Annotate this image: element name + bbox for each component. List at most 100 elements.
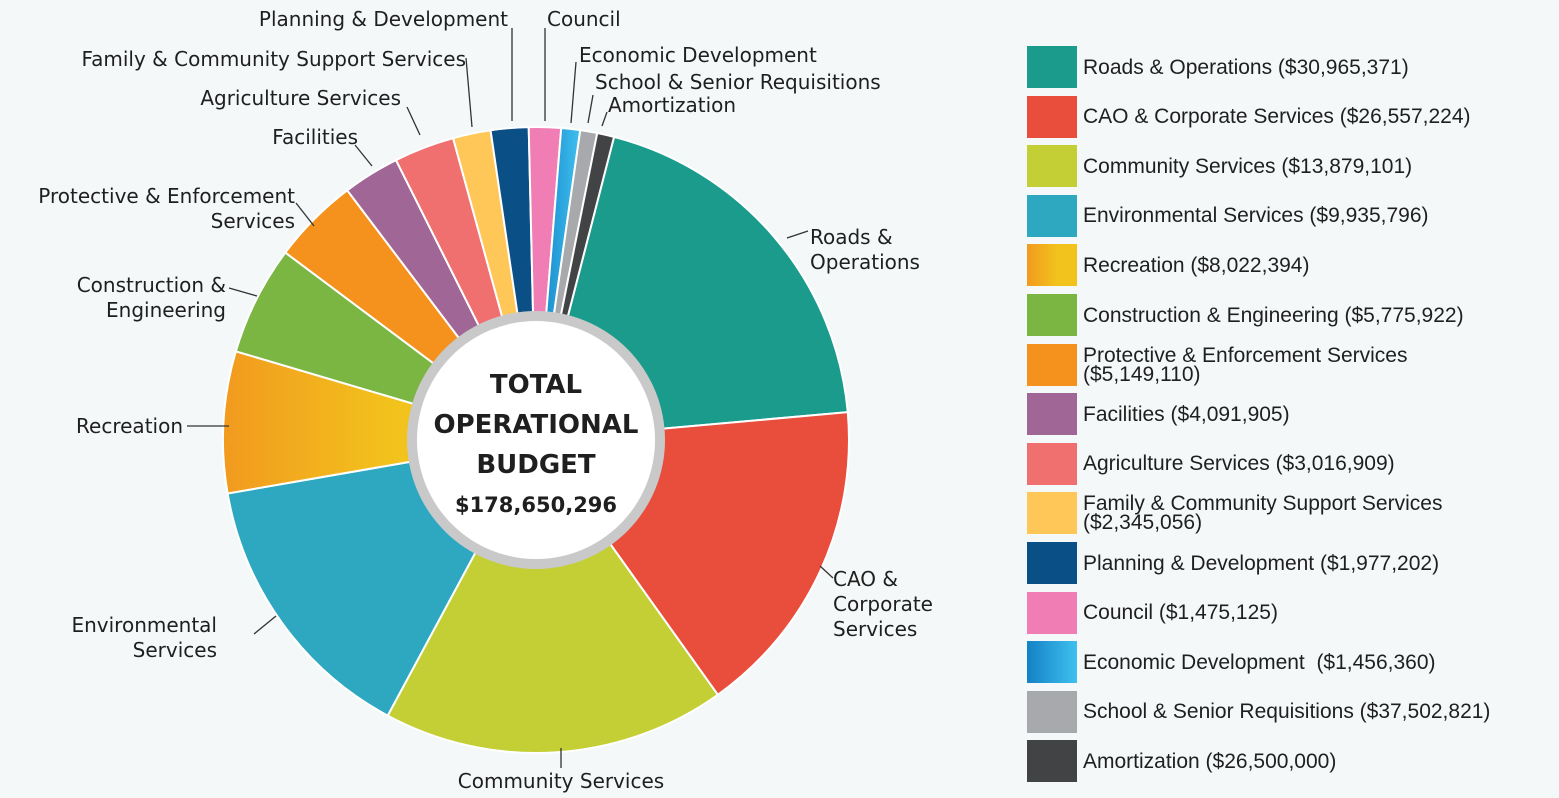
- legend-swatch: [1027, 95, 1077, 138]
- legend-label: Community Services ($13,879,101): [1083, 154, 1413, 178]
- slice-label-line: Planning & Development: [259, 7, 508, 31]
- slice-label-family-and-community-support-services: Family & Community Support Services: [81, 47, 466, 71]
- legend-label: School & Senior Requisitions ($37,502,82…: [1083, 700, 1491, 724]
- legend-swatch: [1027, 145, 1077, 188]
- slice-label-economic-development: Economic Development: [579, 43, 817, 67]
- slice-label-school-and-senior-requisitions: School & Senior Requisitions: [595, 70, 881, 94]
- leader-amortization: [601, 111, 608, 127]
- legend-swatch: [1027, 442, 1077, 485]
- slice-label-line: Operations: [810, 250, 920, 274]
- slice-label-line: Amortization: [608, 93, 736, 117]
- legend-label: Recreation ($8,022,394): [1083, 253, 1310, 277]
- legend-item-community-services: Community Services ($13,879,101): [1027, 145, 1547, 188]
- slice-label-line: Engineering: [106, 298, 226, 322]
- slice-label-facilities: Facilities: [272, 125, 358, 149]
- legend-item-school-and-senior-requisitions: School & Senior Requisitions ($37,502,82…: [1027, 690, 1547, 733]
- leader-protective-and-enforcement-services: [295, 202, 315, 227]
- slice-label-line: CAO &: [833, 567, 898, 591]
- legend-swatch: [1027, 690, 1077, 733]
- leader-roads-and-operations: [786, 230, 809, 239]
- center-badge: TOTAL OPERATIONAL BUDGET $178,650,296: [407, 311, 665, 569]
- slice-label-agriculture-services: Agriculture Services: [200, 86, 401, 110]
- slice-label-line: Services: [211, 209, 295, 233]
- slice-label-community-services: Community Services: [458, 769, 664, 793]
- legend-swatch: [1027, 343, 1077, 386]
- slice-label-line: Services: [833, 617, 917, 641]
- slice-label-line: Roads &: [810, 225, 893, 249]
- legend-item-facilities: Facilities ($4,091,905): [1027, 393, 1547, 436]
- legend-label: Protective & Enforcement Services ($5,14…: [1083, 343, 1408, 386]
- legend-label: Council ($1,475,125): [1083, 601, 1278, 625]
- legend-swatch: [1027, 46, 1077, 88]
- legend-label: Construction & Engineering ($5,775,922): [1083, 303, 1464, 327]
- legend-label: Amortization ($26,500,000): [1083, 749, 1337, 773]
- leader-family-and-community-support-services: [465, 57, 473, 128]
- slice-label-construction-and-engineering: Construction & Engineering: [77, 273, 226, 322]
- center-total-amount: $178,650,296: [455, 493, 617, 517]
- slice-label-roads-and-operations: Roads & Operations: [810, 225, 920, 274]
- slice-label-line: Services: [133, 638, 217, 662]
- slice-label-line: Recreation: [76, 414, 183, 438]
- legend-item-roads-and-operations: Roads & Operations ($30,965,371): [1027, 46, 1547, 88]
- slice-label-recreation: Recreation: [76, 414, 183, 438]
- legend-item-construction-and-engineering: Construction & Engineering ($5,775,922): [1027, 294, 1547, 336]
- slice-label-line: Economic Development: [579, 43, 817, 67]
- legend-swatch: [1027, 393, 1077, 436]
- center-title-line-2: OPERATIONAL: [433, 410, 638, 440]
- slice-label-line: Family & Community Support Services: [81, 47, 466, 71]
- legend-swatch: [1027, 740, 1077, 783]
- slice-label-cao-and-corporate-services: CAO & Corporate Services: [833, 567, 933, 641]
- legend-item-agriculture-services: Agriculture Services ($3,016,909): [1027, 442, 1547, 485]
- leader-cao-and-corporate-services: [819, 565, 834, 579]
- slice-recreation: [222, 350, 537, 495]
- legend-item-economic-development: Economic Development ($1,456,360): [1027, 641, 1547, 684]
- legend-item-cao-and-corporate-services: CAO & Corporate Services ($26,557,224): [1027, 95, 1547, 138]
- leader-economic-development: [570, 61, 577, 124]
- legend-swatch: [1027, 244, 1077, 287]
- slice-label-amortization: Amortization: [608, 93, 736, 117]
- leader-environmental-services: [253, 615, 277, 635]
- legend-item-amortization: Amortization ($26,500,000): [1027, 740, 1547, 783]
- legend-label: Family & Community Support Services ($2,…: [1083, 492, 1443, 535]
- slice-community-services: [386, 438, 720, 754]
- center-title-line-3: BUDGET: [476, 450, 596, 480]
- legend-label: Planning & Development ($1,977,202): [1083, 551, 1440, 575]
- slice-label-environmental-services: Environmental Services: [71, 613, 217, 662]
- slice-label-line: Protective & Enforcement: [38, 184, 295, 208]
- slice-label-protective-and-enforcement-services: Protective & Enforcement Services: [38, 184, 295, 233]
- leader-facilities: [354, 144, 373, 167]
- legend-item-environmental-services: Environmental Services ($9,935,796): [1027, 194, 1547, 237]
- slice-label-line: Construction &: [77, 273, 226, 297]
- legend-item-council: Council ($1,475,125): [1027, 591, 1547, 634]
- center-title-line-1: TOTAL: [490, 370, 582, 400]
- legend-item-planning-and-development: Planning & Development ($1,977,202): [1027, 542, 1547, 584]
- legend-label: Environmental Services ($9,935,796): [1083, 204, 1429, 228]
- legend-swatch: [1027, 294, 1077, 336]
- leader-school-and-senior-requisitions: [587, 94, 594, 124]
- legend-label: Roads & Operations ($30,965,371): [1083, 55, 1409, 79]
- center-disc: [417, 321, 655, 559]
- slice-label-line: Council: [547, 7, 621, 31]
- slice-label-line: School & Senior Requisitions: [595, 70, 881, 94]
- slice-label-planning-and-development: Planning & Development: [259, 7, 508, 31]
- slice-label-line: Corporate: [833, 592, 933, 616]
- legend-swatch: [1027, 591, 1077, 634]
- legend-swatch: [1027, 542, 1077, 584]
- legend-swatch: [1027, 641, 1077, 684]
- legend-swatch: [1027, 492, 1077, 535]
- legend-item-recreation: Recreation ($8,022,394): [1027, 244, 1547, 287]
- leader-construction-and-engineering: [228, 287, 258, 297]
- slice-label-line: Facilities: [272, 125, 358, 149]
- legend-label: Facilities ($4,091,905): [1083, 402, 1290, 426]
- legend-label: Economic Development ($1,456,360): [1083, 650, 1436, 674]
- slice-label-line: Community Services: [458, 769, 664, 793]
- slice-label-line: Environmental: [71, 613, 217, 637]
- legend-item-protective-and-enforcement-services: Protective & Enforcement Services ($5,14…: [1027, 343, 1547, 386]
- leader-agriculture-services: [406, 106, 421, 136]
- legend-label: Agriculture Services ($3,016,909): [1083, 452, 1395, 476]
- legend-item-family-and-community-support-services: Family & Community Support Services ($2,…: [1027, 492, 1547, 535]
- slice-label-council: Council: [547, 7, 621, 31]
- slice-label-line: Agriculture Services: [200, 86, 401, 110]
